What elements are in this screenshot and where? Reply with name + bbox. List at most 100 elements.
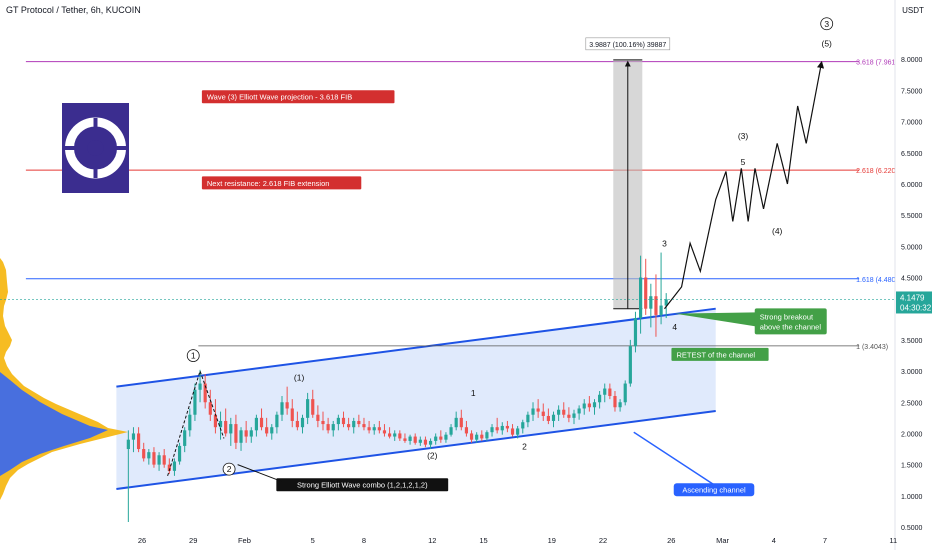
time-tick-3: 5: [311, 536, 315, 545]
fib-label-1: 2.618 (6.2206): [856, 168, 902, 175]
price-tick-15: 8.0000: [901, 57, 923, 64]
wave-label-9: 5: [741, 157, 746, 167]
candle-3: [142, 442, 146, 462]
candle-22: [239, 427, 243, 451]
svg-text:RETEST of the channel: RETEST of the channel: [676, 350, 755, 359]
candle-101: [644, 258, 648, 315]
candle-56: [413, 433, 417, 445]
candle-53: [398, 430, 402, 441]
price-tick-0: 0.5000: [901, 525, 923, 532]
price-tick-4: 2.5000: [901, 400, 923, 407]
price-tick-13: 7.0000: [901, 120, 923, 127]
callout-line-0: Strong breakout: [760, 312, 814, 321]
candle-104: [659, 252, 663, 325]
candle-85: [562, 402, 566, 418]
candle-33: [295, 411, 299, 431]
candle-91: [592, 399, 597, 415]
candle-55: [408, 434, 412, 445]
candle-89: [582, 399, 586, 415]
candle-12: [188, 408, 192, 437]
time-tick-9: 26: [667, 536, 675, 545]
time-tick-13: 11: [889, 536, 897, 545]
candle-35: [306, 392, 310, 425]
candle-70: [485, 430, 489, 441]
candle-76: [516, 425, 520, 439]
wave-label-2: (1): [294, 372, 305, 382]
time-tick-12: 7: [823, 536, 827, 545]
price-tick-3: 2.0000: [901, 431, 923, 438]
annotation-4: Ascending channel: [673, 483, 755, 497]
svg-text:(4): (4): [772, 226, 783, 236]
svg-text:5: 5: [741, 157, 746, 167]
candle-98: [628, 339, 632, 387]
wave-label-1: 2: [222, 462, 236, 476]
candle-77: [521, 419, 525, 434]
candle-29: [275, 411, 279, 434]
candle-92: [598, 391, 602, 409]
candle-88: [577, 405, 581, 420]
candle-25: [254, 414, 258, 437]
candle-23: [244, 420, 248, 443]
time-tick-4: 8: [362, 536, 366, 545]
time-tick-6: 15: [479, 536, 487, 545]
combo-pointer: [237, 464, 283, 483]
candle-52: [393, 430, 397, 441]
candle-67: [469, 430, 474, 443]
candle-21: [234, 414, 238, 450]
wave-projection-line: [664, 60, 825, 310]
candle-102: [649, 283, 653, 328]
svg-text:Ascending channel: Ascending channel: [682, 486, 746, 495]
candle-81: [541, 403, 545, 421]
volume-profile: [0, 258, 128, 500]
candle-1: [131, 427, 136, 453]
candle-68: [475, 432, 479, 443]
candle-19: [224, 408, 228, 437]
price-tick-2: 1.5000: [901, 463, 923, 470]
candle-32: [290, 399, 294, 428]
candle-65: [459, 409, 463, 431]
candle-71: [490, 424, 494, 437]
candle-43: [347, 417, 351, 431]
price-tick-12: 6.5000: [901, 151, 923, 158]
ascending-channel: [116, 307, 716, 490]
candle-57: [418, 436, 422, 446]
candle-15: [203, 374, 207, 409]
candle-24: [249, 427, 253, 443]
svg-text:(2): (2): [427, 450, 438, 460]
candle-16: [208, 389, 212, 421]
time-tick-7: 19: [548, 536, 556, 545]
time-axis[interactable]: 26 29 Feb 5 8 12 15 19 22 26 Mar 4 7 11: [138, 536, 897, 545]
candle-8: [167, 458, 171, 474]
candle-87: [572, 409, 576, 425]
candle-6: [157, 452, 161, 471]
chart-title: GT Protocol / Tether, 6h, KUCOIN: [6, 5, 141, 15]
price-tick-1: 1.0000: [901, 494, 923, 501]
candle-80: [536, 399, 540, 418]
svg-text:3: 3: [662, 238, 667, 248]
candle-66: [464, 420, 469, 437]
svg-text:2: 2: [522, 442, 527, 452]
candle-58: [423, 436, 428, 448]
candle-62: [444, 432, 448, 443]
fib-label-0: 3.618 (7.9612): [856, 60, 902, 67]
candle-100: [639, 255, 643, 334]
candle-31: [285, 386, 289, 415]
svg-text:2: 2: [227, 464, 232, 474]
annotation-0: Wave (3) Elliott Wave projection - 3.618…: [201, 90, 395, 104]
candle-17: [213, 399, 218, 434]
fib-levels: 3.618 (7.9612) 2.618 (6.2206) 1.618 (4.480…: [25, 60, 902, 351]
svg-text:1: 1: [471, 388, 476, 398]
svg-text:(5): (5): [822, 39, 833, 49]
wave-label-11: (5): [822, 39, 833, 49]
price-tick-6: 3.5000: [901, 338, 923, 345]
last-price-value: 4.1479: [900, 293, 925, 302]
candle-38: [321, 411, 325, 431]
fib-label-2: 1.618 (4.4800): [856, 277, 902, 284]
candle-11: [183, 427, 187, 453]
price-axis[interactable]: USDT: [894, 0, 932, 550]
candle-26: [259, 408, 264, 431]
channel-upper-line: [116, 307, 716, 388]
